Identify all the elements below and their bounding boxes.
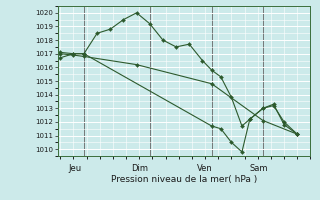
Text: Jeu: Jeu: [68, 164, 81, 173]
X-axis label: Pression niveau de la mer( hPa ): Pression niveau de la mer( hPa ): [111, 175, 257, 184]
Text: Sam: Sam: [250, 164, 268, 173]
Text: Ven: Ven: [197, 164, 213, 173]
Text: Dim: Dim: [131, 164, 148, 173]
